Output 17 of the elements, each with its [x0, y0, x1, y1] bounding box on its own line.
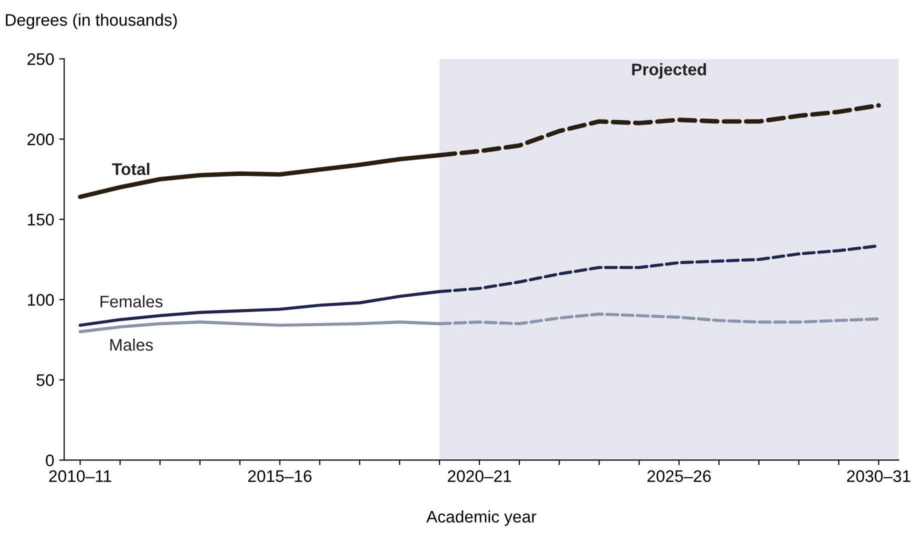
y-tick-label: 150 [28, 214, 54, 226]
y-tick-label: 200 [28, 134, 54, 146]
x-axis-title: Academic year [426, 510, 536, 526]
y-tick-label: 100 [28, 294, 54, 306]
x-tick-label: 2015–16 [248, 470, 312, 482]
y-axis-title: Degrees (in thousands) [6, 14, 177, 30]
annotation: Projected [632, 63, 706, 79]
x-tick-label: 2025–26 [647, 470, 711, 482]
series-label: Males [110, 338, 153, 351]
y-tick-label: 250 [28, 53, 54, 66]
x-tick-label: 2030–31 [847, 470, 910, 482]
x-tick-label: 2020–21 [448, 470, 512, 482]
x-tick-label: 2010–11 [49, 470, 112, 482]
series-label: Females [100, 295, 163, 308]
y-tick-label: 0 [46, 454, 54, 466]
series-label: Total [112, 162, 150, 176]
y-tick-label: 50 [36, 374, 54, 386]
